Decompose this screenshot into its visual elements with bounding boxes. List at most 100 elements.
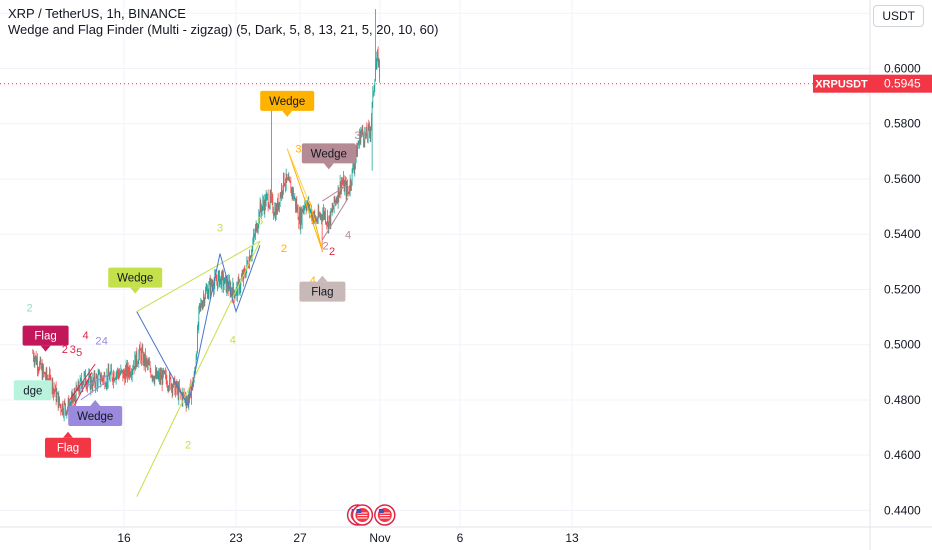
candle-body	[270, 193, 272, 200]
event-markers[interactable]	[346, 504, 396, 526]
candle-body	[371, 102, 373, 118]
candle-body	[181, 394, 183, 402]
candle-body	[32, 352, 34, 354]
symbol-title[interactable]: XRP / TetherUS, 1h, BINANCE	[8, 6, 186, 21]
candle-body	[251, 247, 253, 256]
y-tick-label: 0.5400	[884, 227, 921, 241]
candle-body	[135, 355, 136, 369]
pivot-label: 2	[27, 303, 33, 315]
candle-body	[97, 378, 98, 386]
candle-body	[343, 177, 344, 184]
flag-event-icon[interactable]	[351, 504, 374, 526]
candle-body	[226, 280, 228, 292]
candle-body	[145, 359, 147, 366]
candle-body	[46, 369, 48, 379]
candle-body	[359, 132, 360, 143]
candle-body	[82, 384, 84, 389]
candle-body	[193, 381, 194, 387]
candle-body	[172, 386, 174, 392]
candle-body	[367, 136, 368, 139]
candle-body	[308, 202, 310, 208]
candle-body	[289, 177, 290, 181]
candle-body	[174, 378, 176, 395]
candle-body	[238, 279, 240, 281]
candle-body	[115, 373, 117, 380]
candle-body	[323, 209, 324, 215]
candle-body	[76, 386, 78, 390]
candle-body	[255, 227, 256, 236]
pivot-label: 2	[329, 246, 335, 258]
pattern-line	[69, 363, 96, 401]
candle-body	[67, 409, 68, 412]
time-axis[interactable]: 16 23 27 Nov 6 13	[117, 531, 579, 545]
candle-body	[354, 163, 356, 170]
candle-body	[111, 372, 113, 380]
candle-body	[315, 219, 317, 221]
badge-price-box	[870, 74, 932, 93]
candle-body	[162, 369, 164, 385]
candle-body	[305, 206, 307, 210]
candle-body	[218, 271, 220, 276]
candle-body	[136, 351, 138, 364]
candle-body	[362, 128, 364, 135]
badge-symbol-box	[813, 74, 870, 93]
candle-body	[140, 350, 142, 361]
candle-body	[265, 197, 266, 206]
candle-body	[89, 374, 91, 389]
candle-body	[325, 212, 326, 223]
candle-body	[313, 217, 314, 221]
candle-body	[350, 179, 352, 186]
candle-body	[156, 371, 158, 378]
annotation-box	[13, 380, 52, 401]
candle-body	[319, 215, 320, 217]
candle-body	[169, 374, 171, 378]
candle-body	[132, 369, 134, 371]
candle-body	[170, 377, 172, 389]
candle-body	[309, 210, 311, 212]
candle-body	[101, 375, 103, 379]
candle-body	[353, 168, 355, 170]
currency-button[interactable]: USDT	[873, 5, 924, 27]
candle-body	[301, 209, 303, 223]
candle-body	[205, 290, 206, 299]
candle-body	[325, 222, 327, 224]
candle-body	[102, 378, 104, 382]
candle-body	[227, 280, 228, 289]
candle-body	[203, 296, 204, 302]
candle-body	[204, 298, 206, 303]
pivot-label: 2	[62, 344, 68, 356]
candle-body	[61, 410, 62, 412]
candle-body	[71, 397, 72, 405]
candle-body	[145, 353, 146, 366]
candle-body	[263, 200, 264, 205]
candle-body	[298, 219, 300, 224]
candle-body	[360, 132, 362, 143]
indicator-title[interactable]: Wedge and Flag Finder (Multi - zigzag) (…	[8, 22, 439, 37]
candle-body	[106, 375, 108, 385]
candle-body	[37, 369, 39, 371]
candle-body	[370, 127, 372, 136]
candle-body	[369, 125, 370, 132]
candle-body	[62, 404, 64, 413]
badge-price-text: 0.5945	[884, 77, 921, 91]
price-axis[interactable]: 0.4400 0.4600 0.4800 0.5000 0.5200 0.5400 0.56…	[884, 6, 921, 517]
flag-event-icon[interactable]	[374, 504, 396, 526]
x-tick-label: 6	[457, 531, 464, 545]
candle-body	[147, 361, 148, 365]
candle-body	[161, 374, 162, 380]
candle-body	[81, 384, 83, 389]
candle-body	[199, 303, 201, 306]
candle-body	[232, 283, 234, 298]
candle-body	[361, 128, 363, 132]
candle-body	[260, 202, 262, 209]
candle-body	[91, 378, 92, 387]
candle-body	[58, 396, 60, 408]
candle-body	[267, 195, 269, 207]
candle-body	[305, 202, 306, 207]
y-tick-label: 0.4600	[884, 448, 921, 462]
candle-body	[55, 386, 56, 392]
candle-body	[127, 364, 129, 373]
candle-body	[269, 205, 270, 208]
candle-body	[149, 364, 150, 365]
